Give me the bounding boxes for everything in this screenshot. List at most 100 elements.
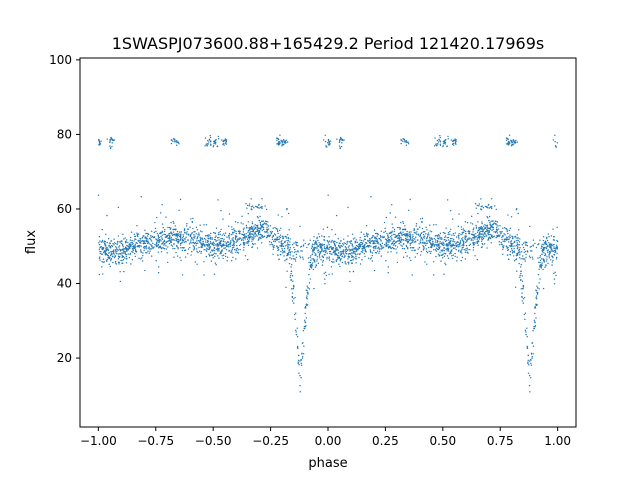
data-point: [252, 239, 254, 241]
data-point: [120, 249, 123, 251]
data-point: [244, 255, 247, 257]
data-point: [455, 143, 457, 145]
data-point: [230, 250, 233, 252]
data-point: [98, 236, 101, 238]
data-point: [282, 251, 285, 253]
data-point: [169, 232, 171, 234]
data-point: [522, 302, 525, 304]
data-point: [379, 235, 382, 237]
data-point: [520, 279, 522, 282]
data-point: [326, 252, 329, 255]
data-point: [221, 245, 223, 247]
data-point: [491, 236, 494, 239]
data-point: [150, 243, 152, 246]
data-point: [213, 273, 216, 275]
data-point: [497, 225, 499, 227]
data-point: [279, 234, 282, 236]
data-point: [491, 206, 493, 208]
data-point: [289, 276, 291, 278]
data-point: [442, 140, 444, 142]
data-point: [514, 286, 517, 288]
data-point: [361, 241, 363, 244]
data-point: [410, 242, 413, 244]
data-point: [510, 145, 513, 147]
data-point: [113, 242, 116, 244]
data-point: [538, 261, 540, 263]
data-point: [252, 229, 254, 231]
data-point: [468, 244, 470, 247]
data-point: [444, 232, 446, 234]
data-point: [342, 252, 344, 254]
data-point: [526, 327, 528, 329]
data-point: [481, 222, 483, 225]
data-point: [134, 249, 137, 251]
data-point: [170, 221, 172, 224]
data-point: [338, 141, 341, 144]
data-point: [397, 234, 400, 236]
data-point: [323, 246, 326, 248]
data-point: [488, 227, 491, 229]
data-point: [437, 143, 439, 145]
data-point: [286, 234, 289, 236]
data-point: [328, 273, 330, 276]
data-point: [267, 225, 270, 227]
data-point: [272, 227, 274, 229]
data-point: [113, 139, 116, 141]
data-point: [227, 243, 230, 246]
data-point: [553, 254, 556, 256]
data-point: [353, 250, 355, 252]
data-point: [218, 236, 220, 239]
data-point: [552, 228, 554, 230]
data-point: [446, 237, 448, 239]
data-point: [217, 233, 220, 236]
data-point: [380, 248, 383, 250]
data-point: [379, 243, 382, 246]
data-point: [306, 298, 308, 300]
data-point: [258, 233, 260, 236]
data-point: [178, 235, 181, 238]
data-point: [434, 249, 437, 251]
data-point: [451, 143, 454, 146]
data-point: [429, 239, 431, 241]
data-point: [343, 242, 345, 244]
data-point: [355, 244, 358, 247]
data-point: [369, 250, 372, 253]
data-point: [109, 245, 112, 248]
data-point: [172, 220, 174, 223]
data-point: [113, 256, 116, 259]
data-point: [165, 216, 167, 218]
data-point: [235, 230, 237, 233]
data-point: [118, 241, 121, 243]
data-point: [509, 253, 511, 256]
data-point: [193, 247, 196, 249]
data-point: [212, 145, 215, 148]
data-point: [464, 238, 467, 241]
data-point: [553, 283, 556, 285]
data-point: [352, 252, 355, 254]
data-point: [411, 237, 414, 239]
data-point: [251, 221, 254, 223]
data-point: [121, 243, 124, 245]
data-point: [487, 237, 490, 239]
data-point: [209, 254, 211, 256]
data-point: [539, 239, 541, 241]
data-point: [330, 253, 332, 255]
data-point: [163, 248, 166, 250]
data-point: [456, 260, 458, 262]
data-point: [364, 255, 366, 258]
data-point: [499, 225, 501, 227]
data-point: [100, 253, 103, 255]
data-point: [278, 236, 280, 238]
data-point: [150, 255, 153, 257]
data-point: [251, 233, 254, 235]
data-point: [517, 252, 519, 254]
data-point: [254, 231, 256, 234]
data-point: [505, 245, 508, 247]
data-point: [142, 242, 145, 245]
data-point: [116, 243, 118, 246]
data-point: [351, 243, 353, 245]
data-point: [254, 224, 256, 226]
data-point: [248, 203, 251, 205]
data-point: [182, 234, 184, 236]
data-point: [555, 146, 558, 148]
